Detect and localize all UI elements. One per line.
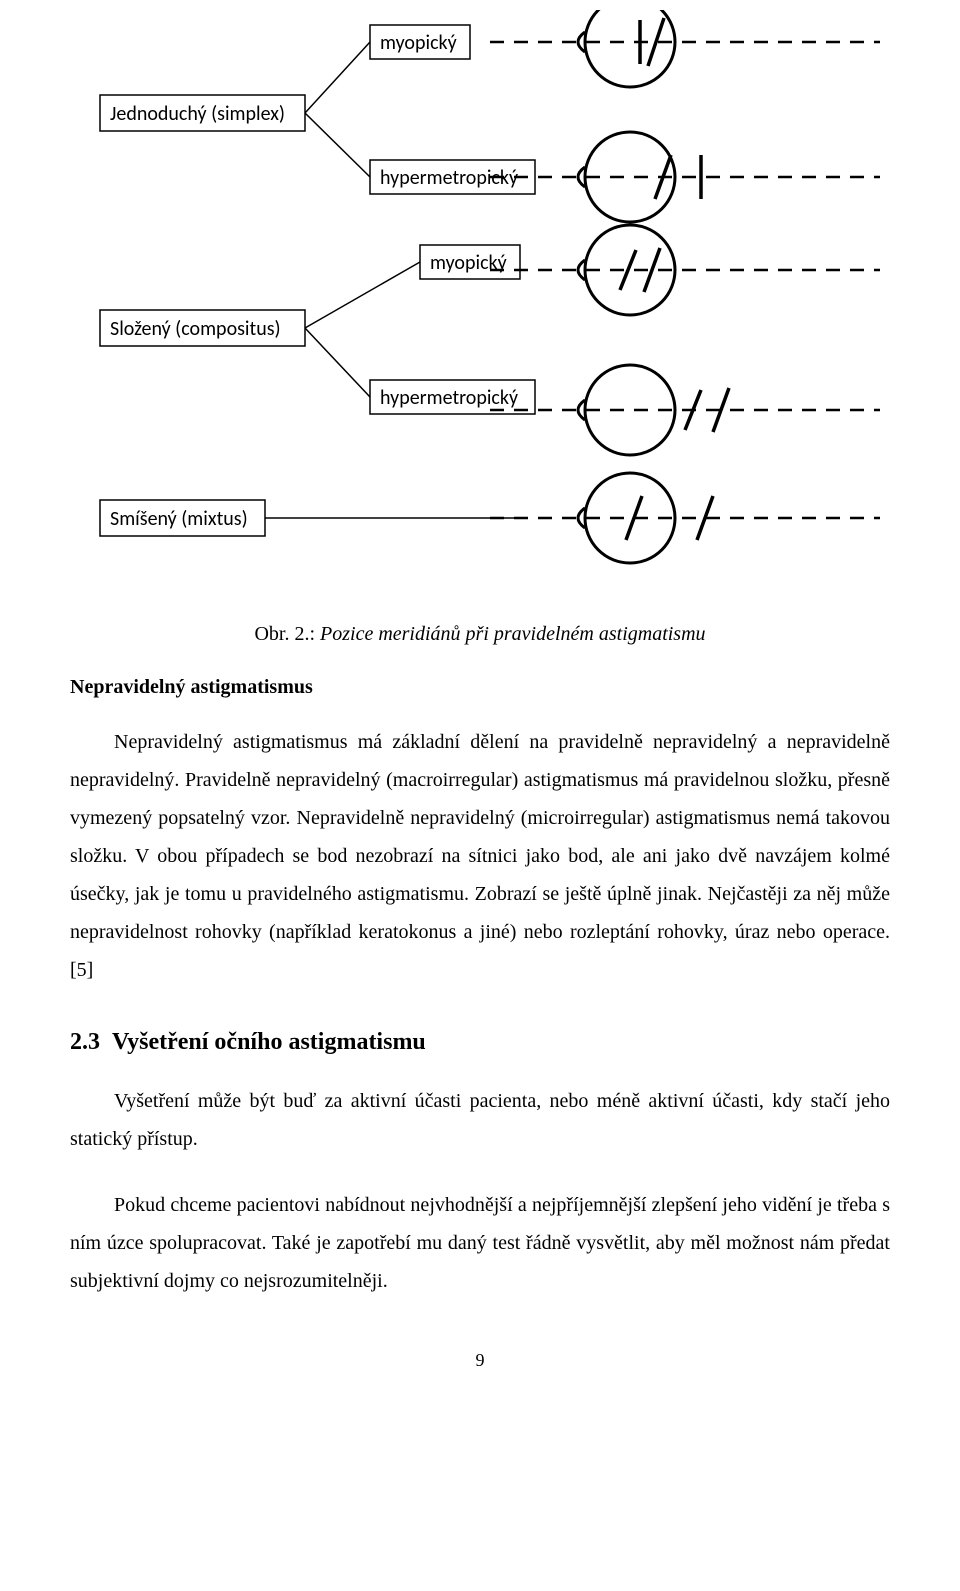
page-root: Jednoduchý (simplex) Složený (compositus)…: [0, 0, 960, 1411]
classification-diagram: Jednoduchý (simplex) Složený (compositus)…: [70, 0, 890, 605]
svg-text:Složený (compositus): Složený (compositus): [110, 317, 281, 341]
section-number: 2.3: [70, 1029, 100, 1055]
svg-text:Jednoduchý (simplex): Jednoduchý (simplex): [110, 102, 285, 126]
svg-text:myopický: myopický: [430, 251, 507, 275]
svg-text:hypermetropický: hypermetropický: [380, 386, 518, 410]
subheading-irregular-astigmatism: Nepravidelný astigmatismus: [70, 676, 890, 699]
paragraph-examination-1: Vyšetření může být buď za aktivní účasti…: [70, 1082, 890, 1158]
svg-text:myopický: myopický: [380, 31, 457, 55]
figure-number: Obr. 2.:: [254, 623, 320, 645]
paragraph-examination-2: Pokud chceme pacientovi nabídnout nejvho…: [70, 1186, 890, 1300]
figure-caption: Obr. 2.: Pozice meridiánů při pravidelné…: [70, 623, 890, 646]
paragraph-irregular-description: Nepravidelný astigmatismus má základní d…: [70, 723, 890, 989]
svg-text:Smíšený (mixtus): Smíšený (mixtus): [110, 507, 248, 531]
figure-title: Pozice meridiánů při pravidelném astigma…: [320, 623, 706, 645]
page-number: 9: [70, 1350, 890, 1371]
diagram-svg: Jednoduchý (simplex) Složený (compositus)…: [70, 10, 890, 590]
section-heading-examination: 2.3 Vyšetření očního astigmatismu: [70, 1029, 890, 1056]
section-title: Vyšetření očního astigmatismu: [112, 1029, 426, 1055]
